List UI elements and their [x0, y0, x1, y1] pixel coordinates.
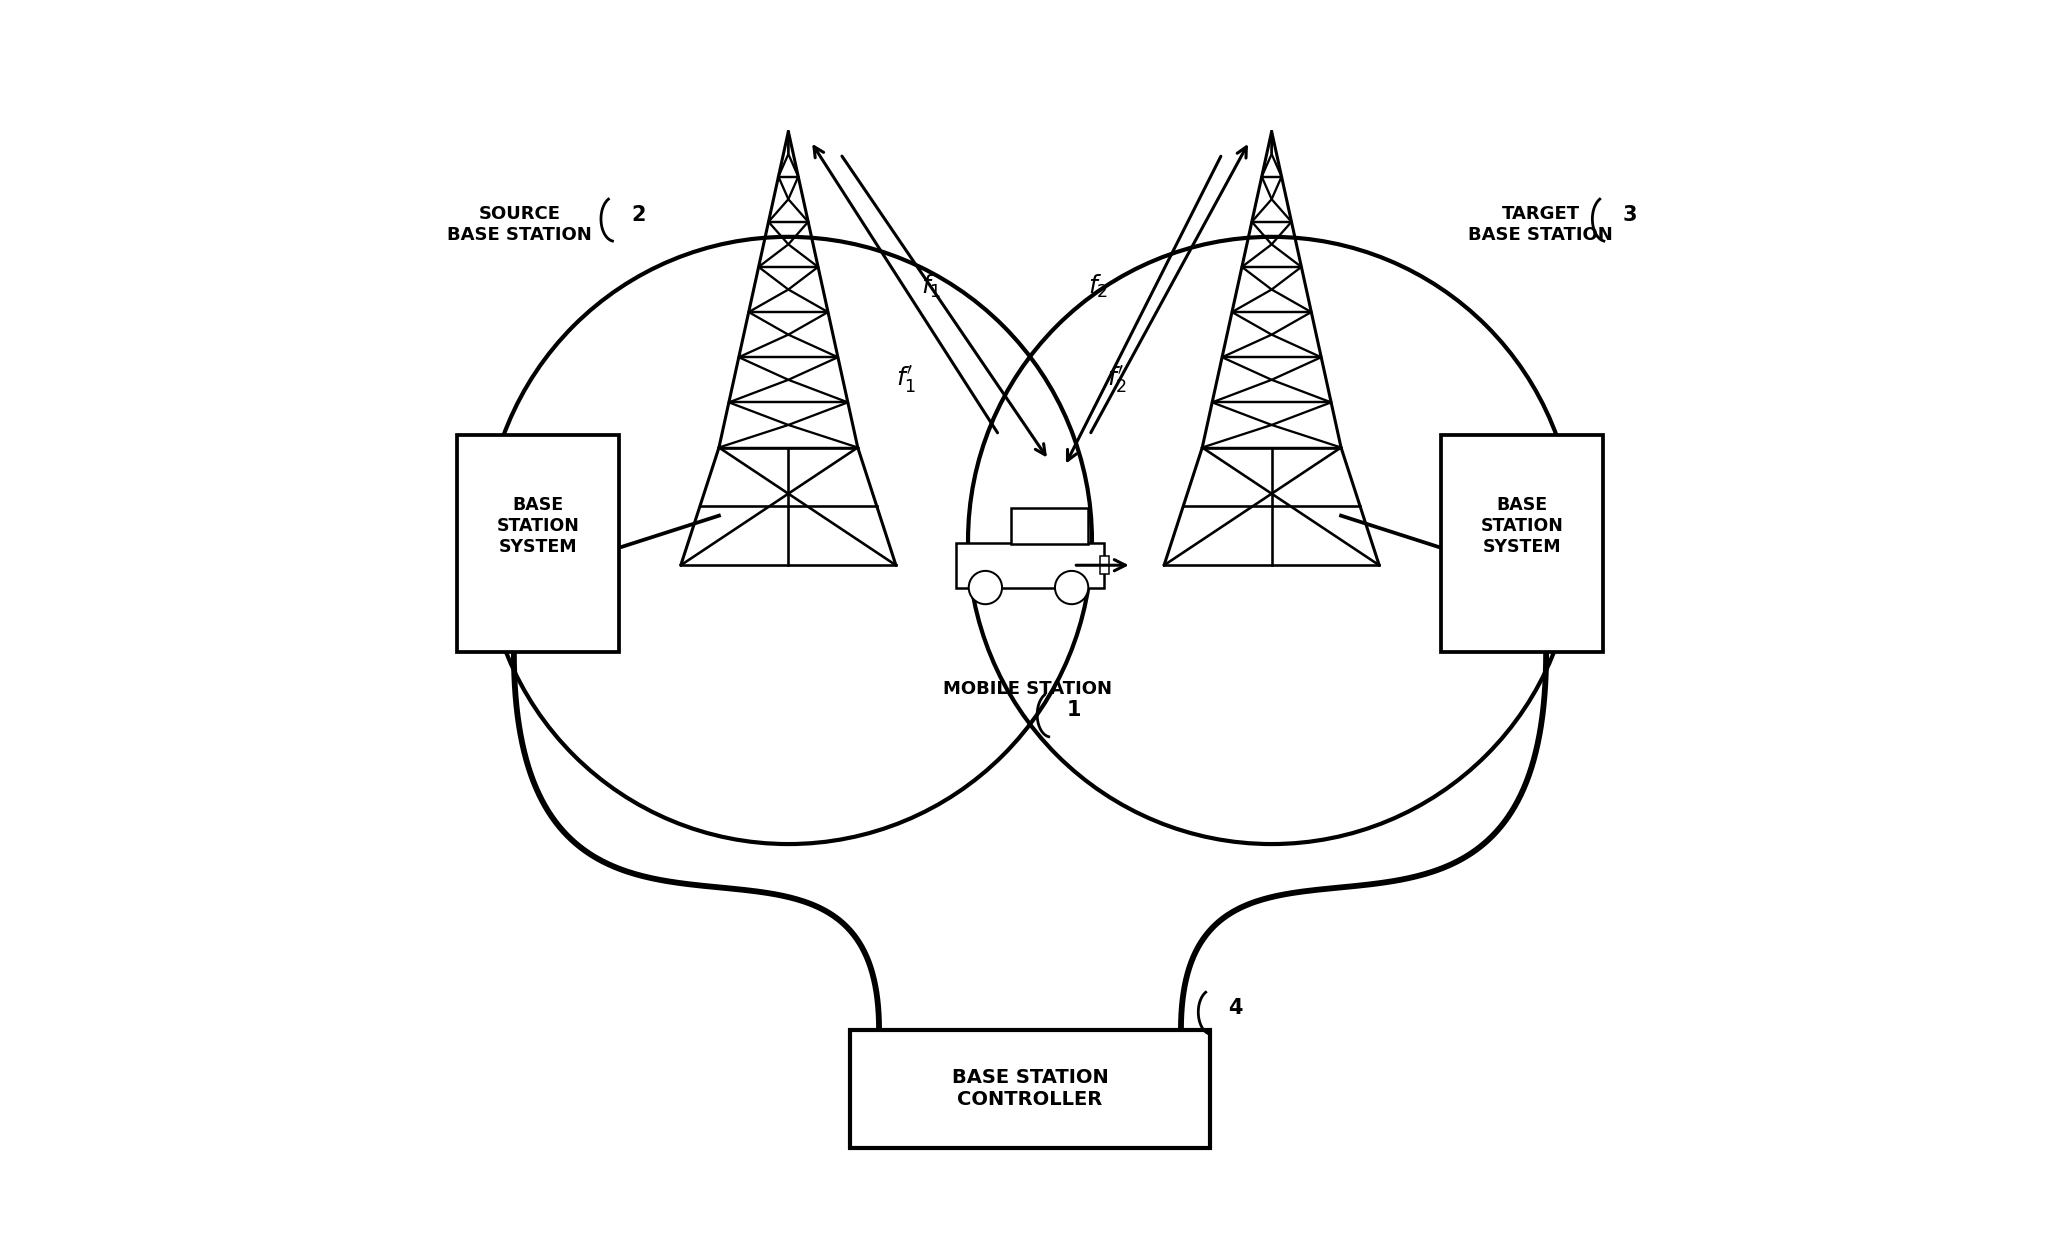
Bar [1011, 508, 1088, 544]
Bar [1442, 435, 1603, 652]
Text: MOBILE STATION: MOBILE STATION [943, 681, 1112, 698]
Text: BASE STATION
CONTROLLER: BASE STATION CONTROLLER [952, 1068, 1108, 1109]
Circle shape [1055, 571, 1088, 604]
Text: $f_1'$: $f_1'$ [896, 364, 917, 395]
Text: 1: 1 [1067, 700, 1082, 720]
Text: SOURCE
BASE STATION: SOURCE BASE STATION [447, 205, 591, 243]
Text: $f_2$: $f_2$ [1088, 273, 1108, 301]
Bar [956, 543, 1104, 587]
Text: 3: 3 [1623, 205, 1638, 225]
Bar [1100, 556, 1108, 574]
Bar [851, 1030, 1209, 1148]
Text: 4: 4 [1228, 997, 1242, 1017]
Text: TARGET
BASE STATION: TARGET BASE STATION [1469, 205, 1613, 243]
Text: 2: 2 [630, 205, 645, 225]
Text: $f_2'$: $f_2'$ [1106, 364, 1127, 395]
Text: BASE
STATION
SYSTEM: BASE STATION SYSTEM [496, 497, 579, 556]
Bar [457, 435, 618, 652]
Text: BASE
STATION
SYSTEM: BASE STATION SYSTEM [1481, 497, 1564, 556]
Text: $f_1$: $f_1$ [921, 273, 941, 301]
Circle shape [968, 571, 1001, 604]
